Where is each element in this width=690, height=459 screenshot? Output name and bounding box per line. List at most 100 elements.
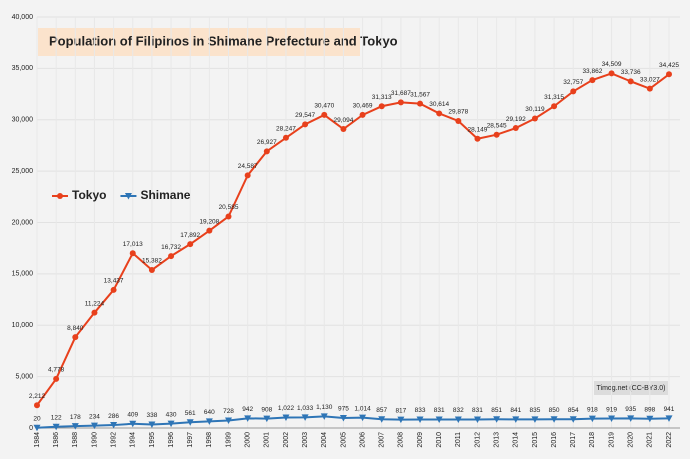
- point: [608, 415, 616, 423]
- line: [36, 415, 670, 429]
- data-label: 16,732: [161, 244, 181, 251]
- y-tick-label: 25,000: [12, 168, 34, 175]
- point: [320, 413, 328, 420]
- data-label: 2,212: [29, 393, 46, 400]
- point: [569, 416, 577, 423]
- data-label: 8,840: [67, 325, 84, 332]
- point: [206, 227, 213, 234]
- point: [627, 78, 634, 85]
- point: [244, 172, 251, 179]
- y-tick-label: 30,000: [12, 117, 34, 124]
- point: [124, 193, 132, 200]
- y-tick-label: 5,000: [15, 373, 33, 380]
- point: [91, 309, 98, 316]
- legend-label: Shimane: [140, 188, 190, 202]
- point: [359, 414, 367, 422]
- data-label: 31,687: [391, 90, 411, 97]
- x-tick-label: 2008: [398, 432, 405, 448]
- x-tick-label: 2003: [302, 432, 309, 448]
- data-label: 409: [127, 412, 138, 419]
- x-tick-label: 2017: [570, 432, 577, 448]
- point: [646, 415, 654, 423]
- x-tick-label: 1995: [149, 432, 156, 448]
- data-label: 122: [51, 414, 62, 421]
- data-label: 841: [510, 407, 521, 414]
- y-tick-label: 20,000: [12, 219, 34, 226]
- chart-title: Population of Filipinos in Shimane Prefe…: [49, 33, 398, 48]
- data-label: 4,778: [48, 367, 65, 374]
- data-label: 728: [223, 408, 234, 415]
- data-label: 935: [625, 406, 636, 413]
- x-tick-label: 2011: [455, 432, 462, 447]
- x-tick-label: 1986: [53, 432, 60, 448]
- point: [627, 415, 635, 422]
- data-label: 28,545: [487, 122, 507, 129]
- point: [90, 422, 98, 430]
- data-label: 30,119: [525, 106, 545, 113]
- data-label: 1,130: [316, 404, 333, 411]
- point: [186, 419, 194, 426]
- point: [455, 118, 462, 125]
- data-label: 33,027: [640, 76, 660, 83]
- x-tick-label: 2002: [283, 432, 290, 448]
- data-label: 15,382: [142, 258, 162, 265]
- point: [493, 131, 500, 138]
- data-label: 20,585: [219, 204, 239, 211]
- data-label: 26,927: [257, 139, 277, 146]
- data-label: 32,757: [563, 79, 583, 86]
- x-tick-label: 2005: [340, 432, 347, 448]
- point: [435, 416, 443, 423]
- point: [72, 334, 79, 341]
- point: [187, 241, 194, 248]
- data-label: 28,149: [468, 126, 488, 133]
- data-label: 832: [453, 407, 464, 414]
- x-tick-label: 2018: [589, 432, 596, 448]
- data-label: 13,437: [104, 278, 124, 285]
- data-label: 11,224: [85, 300, 105, 307]
- point: [359, 111, 366, 118]
- x-tick-label: 2009: [417, 432, 424, 448]
- point: [225, 213, 232, 220]
- line: [36, 72, 670, 406]
- x-tick-label: 2016: [551, 432, 558, 448]
- point: [378, 416, 386, 423]
- data-label: 31,567: [410, 91, 430, 98]
- point: [167, 420, 175, 428]
- point: [550, 416, 558, 423]
- point: [474, 135, 481, 142]
- data-label: 857: [376, 407, 387, 414]
- data-label: 30,469: [353, 103, 373, 110]
- data-label: 430: [166, 411, 177, 418]
- point: [129, 250, 136, 257]
- y-tick-label: 10,000: [12, 322, 34, 329]
- point: [53, 375, 60, 382]
- data-label: 831: [472, 407, 483, 414]
- x-tick-label: 2022: [666, 432, 673, 448]
- data-label: 19,208: [199, 218, 219, 225]
- point: [52, 423, 60, 431]
- y-tick-label: 40,000: [12, 14, 34, 21]
- x-tick-label: 2001: [264, 432, 271, 448]
- data-label: 34,425: [659, 62, 679, 69]
- x-tick-label: 1994: [130, 432, 137, 448]
- x-tick-label: 2021: [647, 432, 654, 448]
- point: [301, 414, 309, 421]
- point: [416, 416, 424, 423]
- legend-label: Tokyo: [72, 188, 106, 202]
- data-label: 975: [338, 406, 349, 413]
- x-tick-label: 2006: [359, 432, 366, 448]
- point: [110, 286, 117, 293]
- point: [321, 111, 328, 118]
- point: [205, 418, 213, 425]
- point: [454, 416, 462, 423]
- data-label: 338: [146, 412, 157, 419]
- point: [33, 424, 41, 432]
- x-tick-label: 2010: [436, 432, 443, 448]
- data-label: 34,509: [602, 61, 622, 68]
- point: [263, 148, 270, 155]
- data-label: 1,022: [278, 405, 295, 412]
- data-label: 898: [644, 406, 655, 413]
- point: [588, 415, 596, 423]
